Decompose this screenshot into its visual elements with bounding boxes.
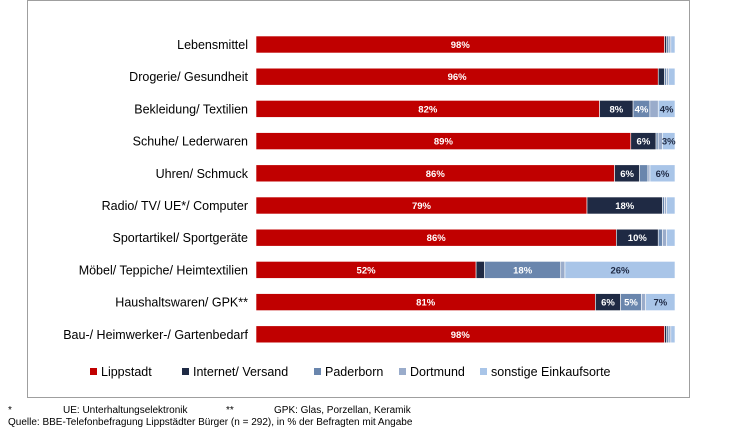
legend-swatch (90, 368, 97, 375)
data-label: 6% (601, 298, 615, 309)
data-label: 26% (610, 265, 630, 276)
legend-swatch (314, 368, 321, 375)
bar-segment (670, 325, 676, 344)
footnotes: * UE: Unterhaltungselektronik ** GPK: Glas,… (8, 405, 412, 429)
bar-segment (657, 67, 665, 86)
category-label: Haushaltswaren/ GPK** (115, 296, 248, 310)
legend-swatch (480, 368, 487, 375)
bar-segment (662, 132, 676, 150)
bar-segment (475, 261, 485, 279)
bar-segment (664, 325, 667, 344)
category-label: Sportartikel/ Sportgeräte (113, 231, 249, 245)
data-label: 96% (448, 72, 468, 83)
bar-segment (666, 35, 670, 54)
data-label: 6% (637, 137, 651, 148)
category-label: Radio/ TV/ UE*/ Computer (102, 199, 248, 213)
data-label: 79% (412, 201, 432, 212)
data-label: 7% (653, 298, 667, 309)
bar-segment (664, 67, 667, 86)
bar-segment (668, 67, 676, 86)
footnote-source: Quelle: BBE-Telefonbefragung Lippstädter… (8, 417, 413, 428)
footnote-row-1: * UE: Unterhaltungselektronik ** GPK: Glas,… (8, 405, 412, 417)
bar-segment (655, 132, 659, 150)
bar-segment (649, 100, 659, 118)
data-label: 6% (656, 169, 670, 180)
data-label: 10% (628, 233, 648, 244)
bar-segment (666, 196, 676, 215)
data-label: 81% (416, 298, 436, 309)
data-label: 98% (451, 330, 471, 341)
bar-segment (666, 228, 676, 247)
data-label: 18% (615, 201, 635, 212)
bar-segment (670, 35, 676, 54)
data-label: 82% (418, 104, 438, 115)
category-label: Schuhe/ Lederwaren (133, 135, 248, 149)
legend-label: Lippstadt (101, 365, 152, 379)
data-label: 8% (609, 104, 623, 115)
data-label: 4% (660, 104, 674, 115)
bar-segment (664, 196, 667, 215)
legend-swatch (399, 368, 406, 375)
data-label: 98% (451, 40, 471, 51)
bar-segment (647, 164, 651, 183)
legend-label: Dortmund (410, 365, 465, 379)
data-label: 86% (426, 169, 446, 180)
bar-segment (662, 228, 667, 247)
category-label: Drogerie/ Gesundheit (129, 70, 248, 84)
bar-segment (645, 293, 676, 311)
bar-segment (639, 164, 649, 183)
bar-segment (564, 261, 676, 279)
data-label: 5% (624, 298, 638, 309)
category-label: Möbel/ Teppiche/ Heimtextilien (79, 263, 248, 277)
bar-segment (662, 196, 665, 215)
stacked-bar-chart: Lebensmittel 98% Drogerie/ Gesundheit 96% Be… (63, 35, 676, 379)
data-label: 52% (357, 265, 377, 276)
footnote-ue-text: UE: Unterhaltungselektronik (63, 405, 188, 416)
legend-label: Internet/ Versand (193, 365, 288, 379)
bar-segment (666, 67, 670, 86)
category-label: Lebensmittel (177, 38, 248, 52)
category-label: Bekleidung/ Textilien (134, 102, 248, 116)
bar-segment (657, 228, 663, 247)
data-label: 3% (662, 137, 676, 148)
data-label: 86% (427, 233, 447, 244)
chart-frame: Lebensmittel 98% Drogerie/ Gesundheit 96% Be… (27, 0, 690, 398)
bar-segment (666, 325, 670, 344)
bar-segment (668, 325, 672, 344)
bar-segment (641, 293, 646, 311)
data-label: 89% (434, 137, 454, 148)
footnote-gpk-text: GPK: Glas, Porzellan, Keramik (274, 405, 411, 416)
data-label: 4% (635, 104, 649, 115)
category-label: Uhren/ Schmuck (156, 167, 249, 181)
data-label: 18% (513, 265, 533, 276)
bar-segment (657, 100, 676, 118)
bar-segment (649, 164, 676, 183)
footnote-gpk-mark: ** (226, 405, 234, 416)
bar-segment (668, 35, 672, 54)
legend-label: Paderborn (325, 365, 383, 379)
footnote-ue-mark: * (8, 405, 12, 416)
category-label: Bau-/ Heimwerker-/ Gartenbedarf (63, 328, 248, 342)
data-label: 6% (620, 169, 634, 180)
bar-segment (664, 35, 667, 54)
bar-segment (560, 261, 566, 279)
legend-label: sonstige Einkaufsorte (491, 365, 611, 379)
legend-swatch (182, 368, 189, 375)
